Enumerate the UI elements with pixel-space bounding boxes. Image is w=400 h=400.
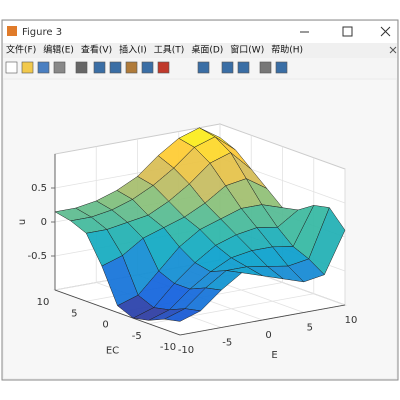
- menu-item[interactable]: 桌面(D): [191, 44, 223, 56]
- axes: -0.5 0 0.5 -10 -5 0 5 10 -10 -5 0 5 10 E EC u: [17, 123, 358, 361]
- z-tick-label: -0.5: [27, 251, 47, 262]
- y-tick-label: 10: [37, 297, 50, 308]
- toolbar-button[interactable]: [109, 61, 122, 74]
- toolbar-button[interactable]: [21, 61, 34, 74]
- x-tick-label: -5: [222, 338, 232, 349]
- toolbar-button[interactable]: [237, 61, 250, 74]
- toolbar-button[interactable]: [93, 61, 106, 74]
- menu-item[interactable]: 插入(I): [119, 44, 147, 56]
- x-axis: [179, 304, 346, 336]
- toolbar-button[interactable]: [157, 61, 170, 74]
- app-icon: [7, 26, 17, 36]
- z-axis-label: u: [17, 219, 28, 225]
- toolbar-button[interactable]: [221, 61, 234, 74]
- close-button[interactable]: [380, 26, 391, 37]
- toolbar-button[interactable]: [197, 61, 210, 74]
- window-title: Figure 3: [22, 27, 62, 38]
- toolbar-buttons: [5, 61, 288, 74]
- toolbar-button[interactable]: [275, 61, 288, 74]
- toolbar-button[interactable]: [37, 61, 50, 74]
- x-axis-label: E: [271, 350, 277, 361]
- menu-bar: 文件(F) 编辑(E) 查看(V) 插入(I) 工具(T) 桌面(D) 窗口(W) 帮助(H): [6, 44, 303, 56]
- toolbar-button[interactable]: [53, 61, 66, 74]
- y-tick-label: -10: [160, 342, 176, 353]
- toolbar-button[interactable]: [141, 61, 154, 74]
- toolbar-button[interactable]: [125, 61, 138, 74]
- title-bar: [3, 21, 397, 43]
- toolbar-button[interactable]: [5, 61, 18, 74]
- surface-patch: [163, 308, 202, 322]
- menu-item[interactable]: 编辑(E): [43, 44, 74, 56]
- menu-item[interactable]: 工具(T): [154, 45, 185, 56]
- x-tick-label: -10: [178, 345, 194, 356]
- x-tick-label: 0: [265, 330, 271, 341]
- y-axis-label: EC: [106, 346, 119, 357]
- y-axis: [54, 289, 181, 336]
- y-tick-label: 0: [102, 320, 108, 331]
- menu-item[interactable]: 文件(F): [6, 44, 36, 56]
- y-tick-label: 5: [71, 308, 77, 319]
- y-tick-label: -5: [132, 331, 142, 342]
- menu-item[interactable]: 帮助(H): [271, 44, 303, 56]
- maximize-button[interactable]: [342, 26, 353, 37]
- menu-item[interactable]: 查看(V): [81, 44, 112, 56]
- toolbar-button[interactable]: [259, 61, 272, 74]
- menu-item[interactable]: 窗口(W): [230, 44, 264, 56]
- toolbar-button[interactable]: [75, 61, 88, 74]
- x-tick-label: 10: [345, 315, 358, 326]
- dock-button[interactable]: [389, 46, 397, 54]
- z-tick-label: 0: [41, 217, 47, 228]
- x-tick-label: 5: [307, 323, 313, 334]
- z-tick-label: 0.5: [31, 183, 47, 194]
